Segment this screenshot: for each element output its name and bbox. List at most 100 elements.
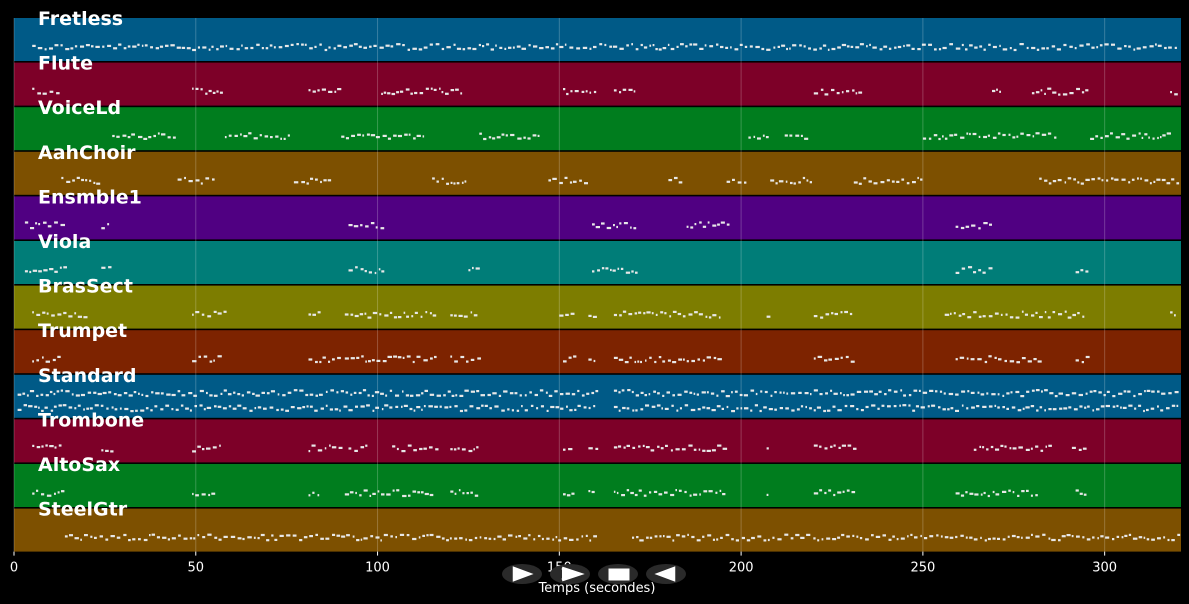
note (755, 392, 758, 396)
note (920, 406, 925, 409)
note (445, 92, 449, 95)
note (762, 134, 765, 137)
note (1008, 133, 1011, 136)
note (1016, 361, 1020, 364)
note (717, 444, 722, 447)
note (380, 539, 382, 542)
note (1101, 179, 1104, 182)
note (856, 408, 859, 411)
note (731, 538, 734, 541)
note (942, 135, 944, 138)
note (1054, 136, 1057, 139)
note (1077, 312, 1080, 315)
note (83, 316, 88, 319)
note (264, 135, 269, 138)
note (573, 180, 577, 183)
note (593, 405, 596, 408)
note (881, 404, 885, 407)
note (1085, 270, 1089, 273)
note (62, 404, 67, 407)
note (988, 315, 993, 318)
note (188, 180, 193, 183)
note (284, 44, 289, 48)
note (971, 406, 975, 409)
note (976, 405, 980, 408)
note (425, 87, 429, 90)
note (305, 393, 309, 397)
fast-forward-button[interactable] (550, 564, 590, 584)
note (1000, 313, 1003, 316)
note (651, 405, 656, 408)
note (618, 358, 624, 361)
note (1007, 535, 1010, 538)
note (216, 90, 219, 93)
note (195, 87, 199, 90)
note (81, 178, 84, 182)
note (1047, 132, 1052, 135)
note (1160, 409, 1164, 412)
play-button[interactable] (502, 564, 542, 584)
note (605, 267, 609, 270)
note (633, 90, 636, 93)
note (181, 46, 186, 49)
note (455, 394, 458, 397)
note (38, 406, 40, 409)
note (1121, 536, 1124, 539)
note (470, 311, 473, 314)
note (920, 534, 922, 538)
note (813, 537, 816, 540)
note (672, 539, 675, 542)
note (171, 537, 176, 540)
note (1157, 44, 1162, 47)
note (344, 357, 349, 360)
note (679, 407, 682, 410)
note (665, 444, 668, 447)
note (97, 392, 102, 396)
note (990, 445, 994, 449)
note (365, 444, 368, 447)
note (618, 445, 622, 448)
note (850, 393, 855, 396)
note (105, 538, 109, 541)
note (813, 315, 818, 318)
note (593, 535, 597, 538)
note (206, 406, 212, 409)
note (337, 44, 342, 47)
note (315, 394, 318, 397)
note (484, 537, 488, 540)
note (375, 406, 379, 409)
track-band-brassect (14, 285, 1181, 329)
note (102, 45, 105, 48)
rewind-button[interactable] (646, 564, 686, 584)
note (368, 271, 372, 274)
note (613, 356, 618, 359)
note (750, 409, 753, 412)
note (504, 47, 507, 50)
note (1114, 178, 1119, 181)
stop-button[interactable] (598, 564, 638, 584)
note (57, 491, 60, 494)
note (1002, 406, 1005, 409)
note (1019, 43, 1024, 46)
note (380, 392, 384, 395)
note (408, 133, 411, 136)
note (292, 534, 297, 537)
note (254, 407, 257, 410)
note (58, 404, 62, 407)
note (1142, 46, 1147, 49)
track-label-trumpet: Trumpet (38, 320, 127, 342)
note (571, 393, 576, 396)
note (60, 389, 63, 392)
note (921, 43, 926, 46)
note (992, 45, 997, 49)
note (53, 405, 57, 408)
note (405, 394, 410, 397)
note (116, 536, 121, 539)
note (1009, 447, 1012, 450)
note (76, 176, 80, 179)
note (1067, 316, 1072, 319)
note (917, 48, 921, 51)
note (1110, 132, 1113, 135)
note (696, 393, 699, 396)
note (872, 46, 877, 49)
